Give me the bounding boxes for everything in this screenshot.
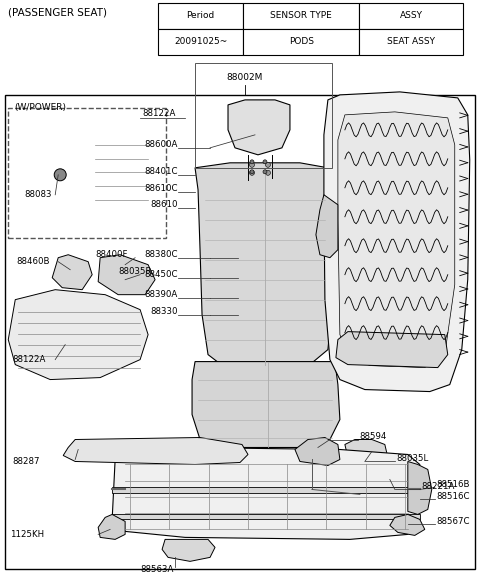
Circle shape [263, 160, 267, 164]
Bar [195, 63, 332, 168]
Text: 88002M: 88002M [227, 74, 263, 82]
Text: 88516B: 88516B [437, 480, 470, 489]
Text: 88083: 88083 [24, 190, 52, 200]
Text: 20091025~: 20091025~ [174, 37, 228, 47]
Polygon shape [112, 488, 420, 493]
Text: 88035R: 88035R [118, 267, 152, 276]
Text: (W/POWER): (W/POWER) [14, 104, 66, 112]
Polygon shape [112, 447, 420, 539]
Polygon shape [316, 195, 338, 258]
Bar [8, 108, 166, 237]
Polygon shape [112, 515, 420, 519]
Polygon shape [52, 255, 92, 290]
Circle shape [250, 162, 254, 167]
Circle shape [265, 170, 270, 175]
Text: 88563A: 88563A [140, 565, 173, 574]
Polygon shape [8, 290, 148, 380]
Polygon shape [336, 332, 448, 367]
Bar [158, 3, 243, 29]
Text: 88380C: 88380C [144, 250, 178, 259]
Text: 88330: 88330 [151, 307, 178, 316]
Circle shape [263, 170, 267, 174]
Text: 88516C: 88516C [437, 492, 470, 501]
Polygon shape [228, 100, 290, 155]
Text: 88122A: 88122A [12, 355, 46, 364]
Text: PODS: PODS [289, 37, 314, 47]
Polygon shape [162, 539, 215, 561]
Polygon shape [98, 255, 155, 294]
Text: 88035L: 88035L [397, 454, 429, 463]
Polygon shape [355, 459, 415, 507]
Polygon shape [338, 112, 455, 367]
Text: 88594: 88594 [360, 432, 387, 441]
Circle shape [54, 169, 66, 181]
Bar [359, 29, 463, 55]
Polygon shape [295, 438, 340, 466]
Bar [5, 95, 475, 569]
Text: 88567C: 88567C [437, 517, 470, 526]
Polygon shape [345, 439, 388, 474]
Text: 88287: 88287 [12, 457, 40, 466]
Text: ASSY: ASSY [399, 12, 422, 21]
Polygon shape [98, 515, 125, 539]
Text: 88460B: 88460B [16, 257, 50, 266]
Polygon shape [88, 112, 156, 220]
Bar [158, 29, 243, 55]
Text: 88600A: 88600A [144, 140, 178, 150]
Bar [359, 3, 463, 29]
Text: 88610C: 88610C [144, 184, 178, 193]
Text: (PASSENGER SEAT): (PASSENGER SEAT) [8, 8, 107, 18]
Polygon shape [192, 362, 340, 447]
Polygon shape [63, 438, 248, 465]
Circle shape [250, 160, 254, 164]
Polygon shape [390, 515, 425, 535]
Text: SENSOR TYPE: SENSOR TYPE [270, 12, 332, 21]
Text: 88401C: 88401C [144, 167, 178, 177]
Text: 88610: 88610 [151, 200, 178, 209]
Text: 88400F: 88400F [95, 250, 128, 259]
Circle shape [250, 170, 254, 175]
Text: 88390A: 88390A [145, 290, 178, 299]
Polygon shape [114, 145, 128, 160]
Text: Period: Period [187, 12, 215, 21]
Bar [243, 3, 359, 29]
Text: 88221A: 88221A [422, 482, 455, 491]
Polygon shape [195, 163, 332, 367]
Text: 1125KH: 1125KH [10, 530, 44, 539]
Bar [243, 29, 359, 55]
Text: 88450C: 88450C [144, 270, 178, 279]
Text: 88122A: 88122A [142, 109, 176, 118]
Circle shape [250, 170, 254, 174]
Text: SEAT ASSY: SEAT ASSY [387, 37, 435, 47]
Polygon shape [324, 92, 470, 392]
Polygon shape [408, 462, 432, 515]
Circle shape [265, 162, 270, 167]
